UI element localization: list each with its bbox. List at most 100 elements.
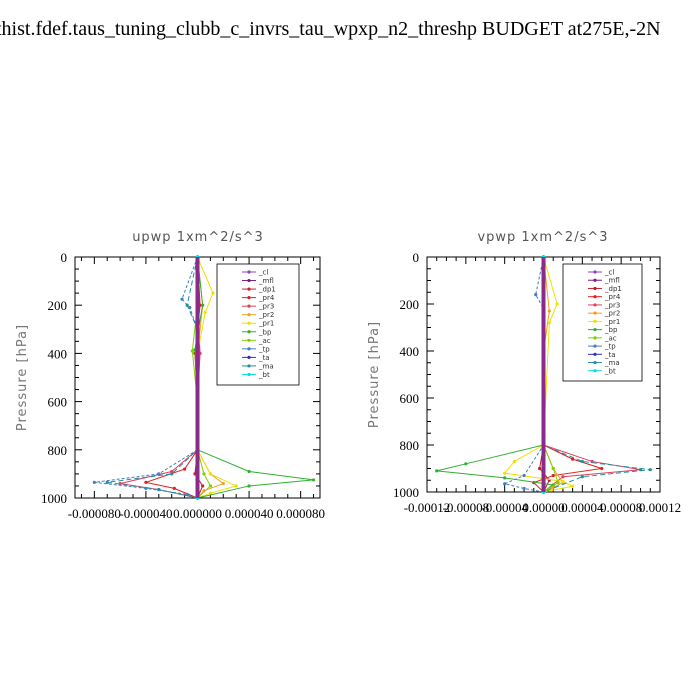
- legend-marker: [593, 336, 597, 340]
- data-point: [201, 303, 205, 307]
- legend-label: _ta: [258, 354, 270, 362]
- data-point: [157, 487, 161, 492]
- data-point: [551, 466, 555, 471]
- legend-label: _ac: [258, 337, 271, 345]
- data-point: [547, 321, 551, 325]
- legend-marker: [593, 344, 597, 348]
- series-line-tp: [94, 256, 198, 499]
- y-axis-label: Pressure [hPa]: [367, 321, 382, 428]
- legend-label: _pr3: [604, 301, 620, 309]
- legend-marker: [247, 296, 251, 300]
- data-point: [201, 484, 205, 488]
- legend-marker: [593, 360, 597, 365]
- data-point: [503, 471, 507, 475]
- legend-marker: [593, 295, 597, 299]
- legend: _cl_mfl_dp1_pr4_pr3_pr2_pr1_bp_ac_tp_ta_…: [216, 263, 300, 386]
- series-line-pr3: [120, 257, 201, 499]
- legend-marker: [247, 347, 251, 351]
- legend: _cl_mfl_dp1_pr4_pr3_pr2_pr1_bp_ac_tp_ta_…: [562, 263, 643, 382]
- legend-label: _ta: [604, 351, 616, 359]
- x-tick-label: 0.000080: [276, 506, 325, 521]
- legend-label: _pr2: [604, 310, 620, 318]
- data-point: [522, 473, 526, 478]
- data-point: [157, 472, 161, 476]
- y-tick-label: 200: [48, 298, 68, 313]
- x-tick-label: -0.00012: [404, 500, 451, 515]
- legend-label: _bt: [258, 371, 270, 379]
- data-point: [551, 473, 555, 478]
- data-point: [202, 472, 206, 476]
- y-tick-label: 1000: [41, 491, 67, 506]
- data-point: [170, 472, 174, 476]
- chart-panel-2: vpwp 1xm^2/s^3 Pressure [hPa] 0 200 400 600 80…: [367, 230, 681, 515]
- data-point: [211, 291, 215, 295]
- page-title-text: thist.fdef.taus_tuning_clubb_c_invrs_tau…: [0, 18, 661, 40]
- x-tick-label: -0.00008: [443, 500, 490, 515]
- legend-label: _ma: [258, 362, 274, 370]
- legend-marker: [247, 304, 251, 308]
- y-axis-label: Pressure [hPa]: [15, 324, 30, 431]
- data-point: [547, 309, 551, 313]
- data-point: [435, 469, 439, 473]
- y-tick-label: 200: [400, 297, 420, 312]
- y-tick-label: 800: [400, 438, 420, 453]
- legend-label: _pr1: [258, 320, 274, 328]
- data-point: [512, 459, 516, 464]
- data-point: [247, 469, 251, 474]
- legend-label: _tp: [258, 345, 270, 353]
- legend-box: [562, 263, 643, 382]
- x-tick-label: 0.00004: [561, 500, 604, 515]
- x-tick-label: 0.00008: [600, 500, 642, 515]
- data-point: [247, 484, 251, 488]
- y-tick-label: 400: [400, 344, 420, 359]
- data-point: [144, 480, 148, 484]
- data-point: [180, 297, 184, 301]
- data-point: [648, 468, 652, 472]
- legend-label: _ac: [604, 334, 617, 342]
- data-point: [234, 484, 238, 488]
- x-tick-label: -0.00004: [481, 500, 528, 515]
- data-point: [522, 486, 526, 491]
- data-point: [571, 484, 575, 488]
- legend-box: [216, 263, 300, 386]
- x-tick-label: 0.000040: [225, 506, 274, 521]
- data-point: [555, 302, 559, 306]
- x-tick-label: 0.000000: [173, 506, 222, 521]
- data-point: [580, 475, 584, 479]
- data-point: [190, 349, 194, 353]
- data-point: [503, 482, 507, 486]
- data-point: [208, 472, 212, 476]
- data-point: [503, 476, 507, 480]
- data-point: [92, 480, 96, 484]
- legend-marker: [247, 330, 251, 334]
- legend-label: _mfl: [258, 277, 274, 285]
- data-point: [208, 491, 212, 495]
- legend-label: _mfl: [604, 277, 620, 285]
- legend-marker: [593, 286, 597, 291]
- y-tick-label: 0: [61, 250, 68, 265]
- legend-marker: [247, 278, 251, 283]
- legend-marker: [247, 355, 251, 359]
- x-tick-label: -0.000040: [119, 506, 172, 521]
- legend-marker: [593, 303, 597, 307]
- x-tick-label: 0.00000: [522, 500, 564, 515]
- series-line-ac: [543, 257, 559, 493]
- data-point: [185, 303, 189, 307]
- legend-marker: [593, 270, 597, 274]
- legend-label: _pr2: [258, 311, 274, 319]
- data-point: [172, 486, 176, 490]
- legend-marker: [247, 321, 251, 325]
- data-point: [600, 466, 604, 471]
- data-point: [221, 481, 225, 486]
- chart-panel-1: upwp 1xm^2/s^3 Pressure [hPa] 0 200 400 600 80…: [15, 230, 325, 521]
- legend-marker: [247, 338, 251, 342]
- data-point: [538, 466, 542, 471]
- legend-label: _pr3: [258, 303, 274, 311]
- y-tick-label: 600: [48, 395, 68, 410]
- data-point: [183, 467, 187, 471]
- data-point: [561, 475, 565, 479]
- chart-title: vpwp 1xm^2/s^3: [477, 230, 608, 245]
- legend-marker: [593, 352, 597, 356]
- data-point: [464, 462, 468, 466]
